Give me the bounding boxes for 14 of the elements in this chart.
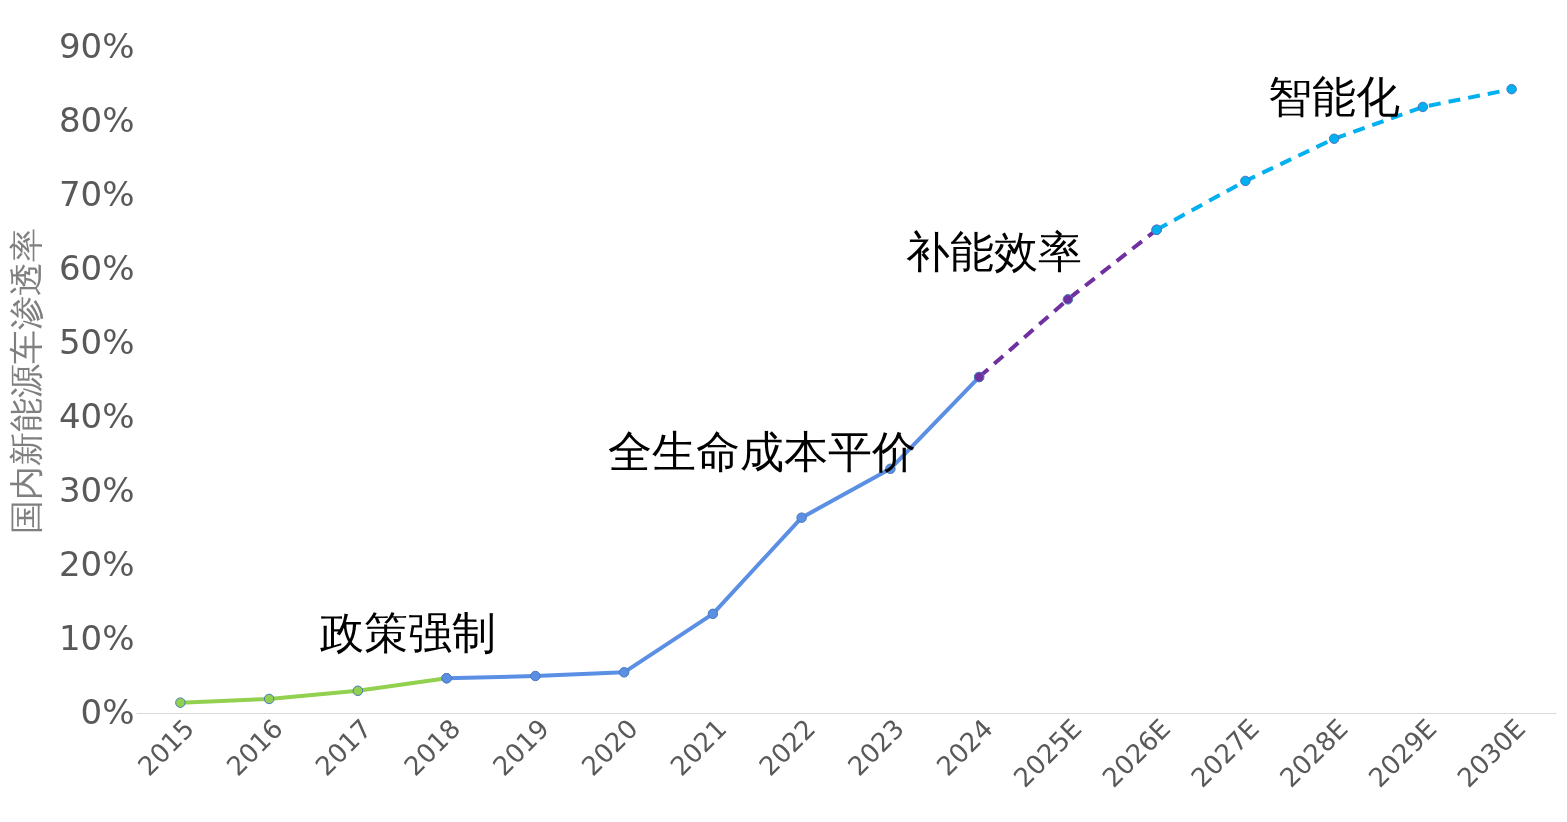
annotation: 政策强制 [319, 607, 496, 659]
y-tick-label: 0% [80, 691, 135, 732]
annotation: 补能效率 [906, 226, 1083, 278]
y-axis-title: 国内新能源车渗透率 [5, 227, 46, 534]
y-tick-label: 20% [58, 543, 135, 584]
y-tick-label: 40% [58, 395, 135, 436]
y-tick-label: 30% [58, 469, 135, 510]
annotation: 智能化 [1268, 70, 1401, 122]
y-tick-label: 70% [58, 173, 135, 214]
y-tick-label: 50% [58, 321, 135, 362]
y-tick-label: 90% [58, 25, 135, 66]
y-tick-label: 10% [58, 617, 135, 658]
y-tick-label: 80% [58, 99, 135, 140]
y-tick-label: 60% [58, 247, 135, 288]
